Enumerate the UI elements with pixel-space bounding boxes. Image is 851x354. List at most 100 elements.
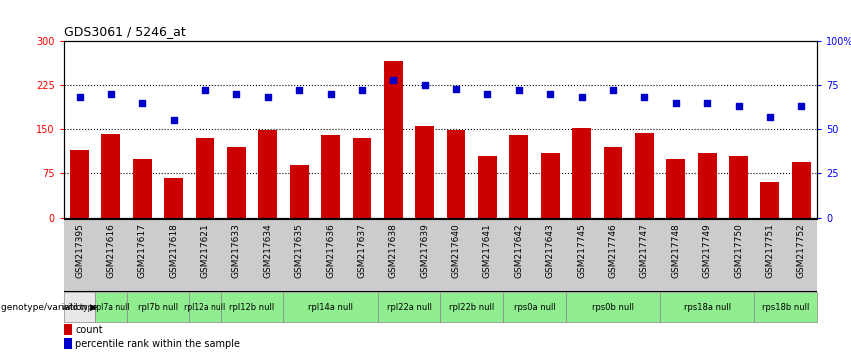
Text: rpl22a null: rpl22a null [386,303,431,312]
Text: GSM217618: GSM217618 [169,223,178,278]
Text: GSM217641: GSM217641 [483,223,492,278]
Point [198,87,212,93]
Bar [635,133,654,218]
FancyBboxPatch shape [566,292,660,322]
Bar [259,130,277,218]
Text: rps18b null: rps18b null [762,303,809,312]
Bar [133,159,151,218]
Text: GSM217748: GSM217748 [671,223,680,278]
Bar [384,61,403,218]
Bar [729,156,748,218]
FancyBboxPatch shape [127,292,189,322]
Text: GSM217640: GSM217640 [452,223,460,278]
Point [574,95,588,100]
Bar [791,162,811,218]
Bar [761,182,780,218]
Point [230,91,243,97]
Point [261,95,275,100]
Text: count: count [75,325,103,335]
Point [386,77,400,82]
Bar [510,135,528,218]
Text: percentile rank within the sample: percentile rank within the sample [75,339,240,349]
Point [135,100,149,105]
Point [293,87,306,93]
Text: GDS3061 / 5246_at: GDS3061 / 5246_at [64,25,186,38]
Text: GSM217639: GSM217639 [420,223,429,278]
Point [104,91,117,97]
Point [167,118,180,123]
Text: rps0a null: rps0a null [514,303,556,312]
Text: rps18a null: rps18a null [683,303,731,312]
Text: GSM217616: GSM217616 [106,223,116,278]
Text: GSM217635: GSM217635 [294,223,304,278]
Text: GSM217752: GSM217752 [797,223,806,278]
Bar [321,135,340,218]
FancyBboxPatch shape [754,292,817,322]
Text: rpl12b null: rpl12b null [230,303,275,312]
Bar [415,126,434,218]
Point [606,87,620,93]
FancyBboxPatch shape [64,292,95,322]
FancyBboxPatch shape [220,292,283,322]
FancyBboxPatch shape [283,292,378,322]
Point [795,103,808,109]
Bar [540,153,560,218]
Bar [101,134,120,218]
Bar [289,165,309,218]
Text: GSM217749: GSM217749 [703,223,711,278]
Point [669,100,683,105]
Text: GSM217636: GSM217636 [326,223,335,278]
Point [72,95,86,100]
Bar [698,153,717,218]
Text: GSM217643: GSM217643 [545,223,555,278]
Bar [478,156,497,218]
Text: GSM217395: GSM217395 [75,223,84,278]
Text: GSM217621: GSM217621 [201,223,209,278]
Text: rpl12a null: rpl12a null [185,303,226,312]
Bar [64,324,72,335]
FancyBboxPatch shape [95,292,127,322]
Bar [64,338,72,349]
FancyBboxPatch shape [378,292,440,322]
Bar [164,178,183,218]
Bar [70,150,89,218]
Text: GSM217745: GSM217745 [577,223,586,278]
Bar [196,138,214,218]
Point [732,103,745,109]
Bar [666,159,685,218]
Text: GSM217638: GSM217638 [389,223,397,278]
Point [544,91,557,97]
FancyBboxPatch shape [503,292,566,322]
FancyBboxPatch shape [189,292,220,322]
Bar [603,147,622,218]
Text: genotype/variation ▶: genotype/variation ▶ [1,303,97,312]
Point [481,91,494,97]
Point [323,91,337,97]
Point [355,87,368,93]
Bar [447,130,465,218]
Text: GSM217637: GSM217637 [357,223,367,278]
Text: wild type: wild type [62,303,97,312]
Text: rpl7a null: rpl7a null [93,303,129,312]
Text: GSM217751: GSM217751 [765,223,774,278]
Point [637,95,651,100]
Text: GSM217746: GSM217746 [608,223,618,278]
Text: GSM217747: GSM217747 [640,223,648,278]
Bar [572,128,591,218]
Point [418,82,431,88]
Point [700,100,714,105]
Point [512,87,526,93]
Text: GSM217750: GSM217750 [734,223,743,278]
Text: GSM217634: GSM217634 [263,223,272,278]
FancyBboxPatch shape [440,292,503,322]
Bar [227,147,246,218]
Point [763,114,777,120]
Text: GSM217633: GSM217633 [232,223,241,278]
Point [449,86,463,91]
Text: GSM217642: GSM217642 [514,223,523,278]
Text: rpl14a null: rpl14a null [308,303,353,312]
Text: GSM217617: GSM217617 [138,223,146,278]
Text: rpl22b null: rpl22b null [449,303,494,312]
Text: rps0b null: rps0b null [592,303,634,312]
Bar [352,138,371,218]
